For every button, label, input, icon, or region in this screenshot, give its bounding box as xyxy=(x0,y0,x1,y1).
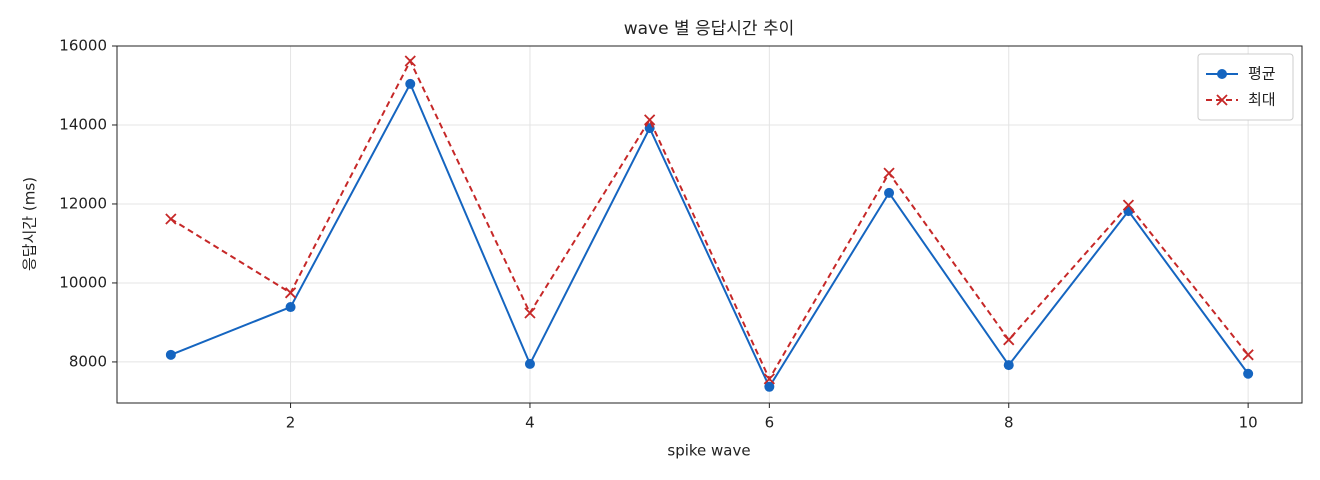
legend-marker xyxy=(1216,94,1228,106)
chart-title: wave 별 응답시간 추이 xyxy=(624,19,795,39)
y-tick-label: 12000 xyxy=(59,194,107,212)
y-axis-label: 응답시간 (ms) xyxy=(21,177,39,271)
x-axis-label: spike wave xyxy=(667,442,750,460)
point xyxy=(1003,360,1014,371)
point xyxy=(1122,199,1135,211)
point xyxy=(405,78,416,89)
legend-marker xyxy=(1217,69,1227,79)
point xyxy=(884,187,895,198)
point xyxy=(1243,368,1254,379)
y-tick-label: 14000 xyxy=(59,115,107,133)
point xyxy=(284,287,297,299)
point xyxy=(285,302,296,313)
y-tick-label: 16000 xyxy=(59,37,107,55)
x-tick-label: 6 xyxy=(765,414,775,432)
point xyxy=(524,307,536,319)
point xyxy=(644,114,656,126)
legend-label: 최대 xyxy=(1248,91,1276,109)
point xyxy=(883,167,895,179)
point xyxy=(165,213,177,225)
point xyxy=(404,55,416,67)
x-tick-label: 10 xyxy=(1239,414,1258,432)
point xyxy=(165,349,176,360)
point xyxy=(1003,334,1015,346)
y-tick-label: 10000 xyxy=(59,273,107,291)
y-tick-label: 8000 xyxy=(69,352,107,370)
point xyxy=(1242,349,1254,361)
point xyxy=(763,373,775,385)
series-line xyxy=(170,58,1249,382)
point xyxy=(524,358,535,369)
x-tick-label: 8 xyxy=(1004,414,1014,432)
x-tick-label: 2 xyxy=(286,414,296,432)
legend-box xyxy=(1197,53,1294,121)
point xyxy=(764,381,775,392)
plot-frame xyxy=(116,45,1303,404)
legend-label: 평균 xyxy=(1248,65,1276,83)
series-line xyxy=(170,81,1249,389)
x-tick-label: 4 xyxy=(525,414,535,432)
